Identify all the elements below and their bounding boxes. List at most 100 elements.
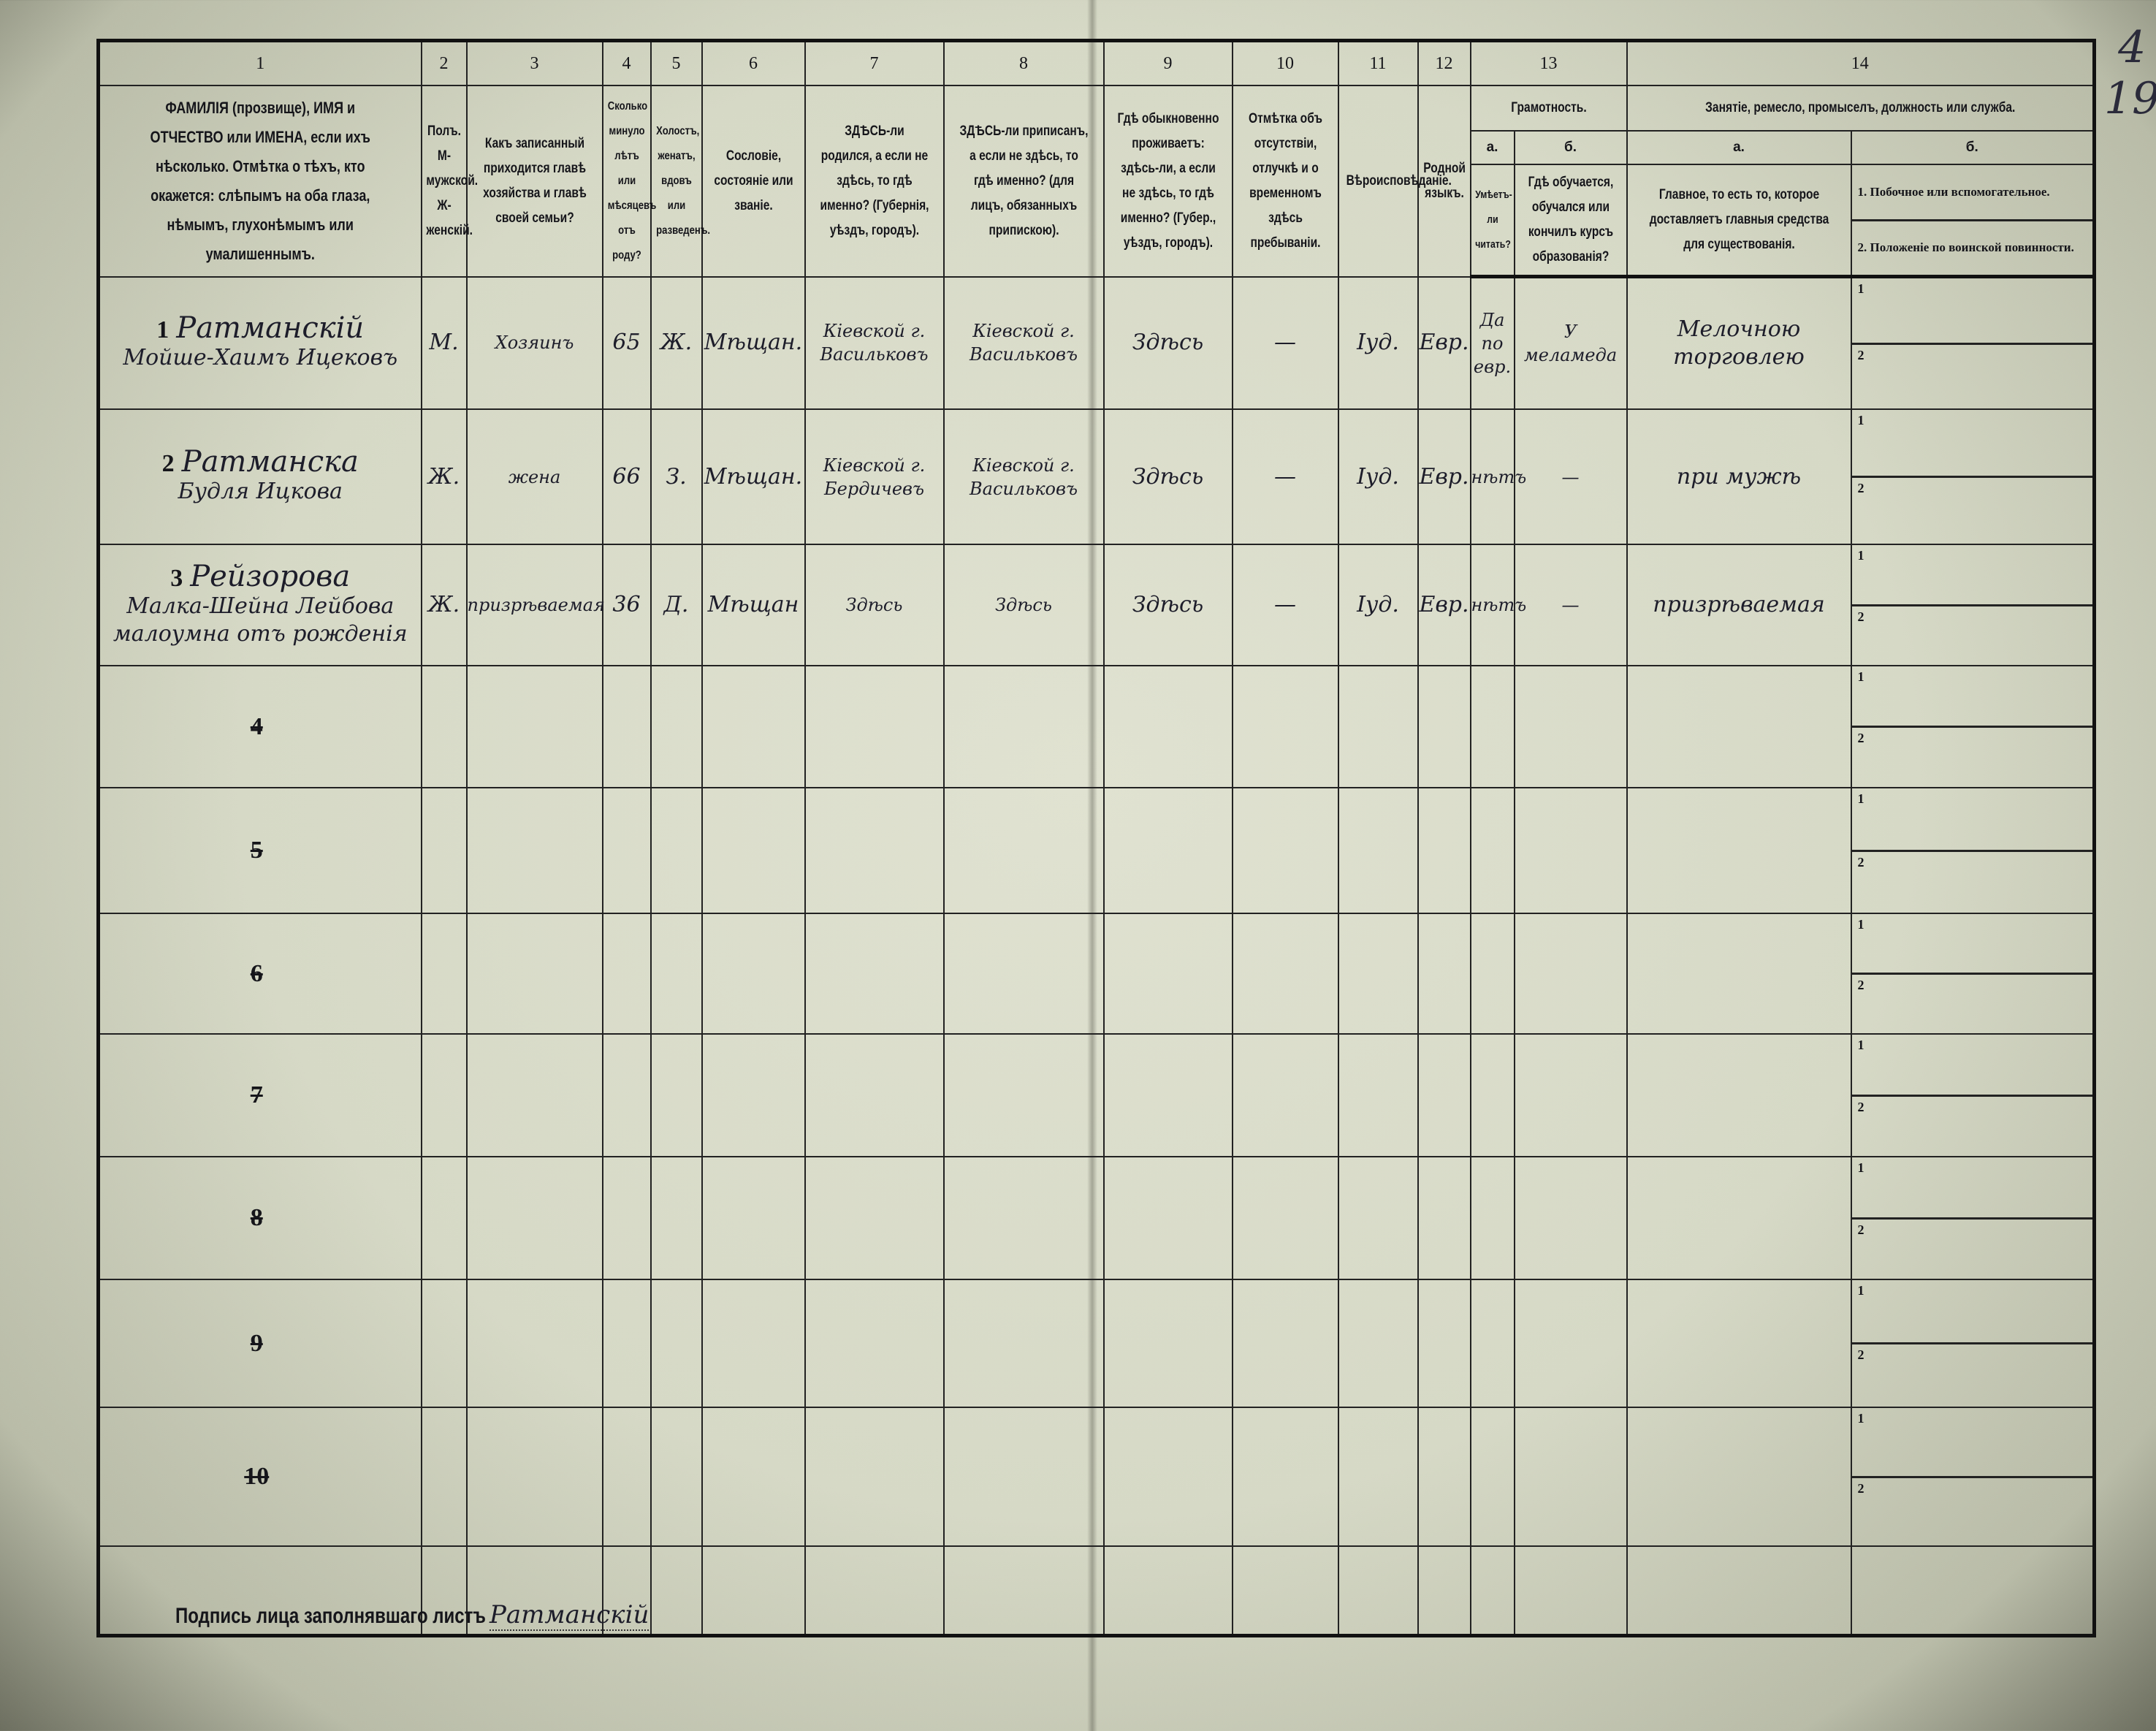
empty-cell: [650, 1156, 703, 1280]
empty-cell: [701, 1156, 806, 1280]
empty-cell: [1469, 1545, 1515, 1636]
row-number: 10: [244, 1463, 270, 1490]
column-number: 12: [1417, 39, 1471, 86]
military-status-slot: 2: [1857, 481, 1864, 495]
empty-row: 5 1 2: [97, 787, 2095, 914]
military-status-slot: 2: [1857, 609, 1864, 624]
empty-cell: [701, 1033, 806, 1157]
empty-cell: [1469, 1407, 1515, 1547]
sex-cell: Ж.: [427, 592, 460, 617]
header-education: Гдѣ обучается, обучался или кончилъ курс…: [1528, 175, 1613, 265]
empty-cell: [804, 787, 945, 914]
language-cell: Евр.: [1419, 463, 1469, 490]
empty-cell: [701, 787, 806, 914]
empty-cell: [942, 1545, 1105, 1636]
empty-cell: [1417, 1545, 1471, 1636]
row-number: 2: [161, 450, 175, 477]
header-religion: Вѣроисповѣданіе.: [1346, 172, 1452, 189]
secondary-occupation-slot: 1: [1851, 1280, 2092, 1344]
header-military-status: 2. Положеніе по воинской повинности.: [1857, 240, 2074, 255]
empty-cell: [942, 1033, 1105, 1157]
empty-cell: [804, 1545, 945, 1636]
empty-cell: [465, 913, 603, 1035]
occupation-cell: призрѣваемая: [1653, 592, 1825, 617]
header-letter: б.: [1563, 140, 1577, 155]
row-number: 1: [156, 316, 169, 343]
empty-cell: [420, 1545, 468, 1636]
sex-cell: Ж.: [427, 463, 460, 490]
person-row: 2 Ратманска Будля Ицкова Ж. жена 66 З. Мѣщан. Кі…: [97, 408, 2095, 545]
can-read-cell: нѣтъ: [1471, 466, 1527, 487]
empty-cell: [1417, 787, 1471, 914]
military-status-slot: 2: [1857, 731, 1864, 745]
birthplace-cell: Кіевской г. Бердичевъ: [823, 454, 926, 499]
header-absence: Отмѣтка объ отсутствіи, отлучкѣ и о врем…: [1248, 110, 1322, 251]
person-row: 3 Рейзорова Малка-Шейна Лейбова малоумна о…: [97, 544, 2095, 666]
relation-cell: Хозяинъ: [495, 332, 574, 354]
empty-cell: [465, 1545, 603, 1636]
empty-cell: [650, 1407, 703, 1547]
empty-cell: [1337, 1279, 1419, 1408]
military-status-slot: 2: [1857, 1222, 1864, 1237]
column-number-row: 1 2 3 4 5 6 7 8 9 10 11 12 13 14: [97, 39, 2095, 86]
empty-cell: [804, 1156, 945, 1280]
empty-cell: [465, 665, 603, 788]
given-names: Мойше-Хаимъ Ицековъ: [123, 344, 398, 370]
row-number: 6: [250, 959, 263, 987]
surname: Ратманска: [181, 445, 359, 479]
estate-cell: Мѣщан.: [704, 463, 803, 490]
empty-cell: [804, 913, 945, 1035]
header-secondary-occupation: 1. Побочное или вспомогательное.: [1851, 165, 2092, 221]
empty-cell: [1337, 787, 1419, 914]
column-number: 5: [650, 39, 703, 86]
estate-cell: Мѣщан.: [704, 330, 803, 356]
empty-cell: [465, 787, 603, 914]
military-status-slot: 2: [1857, 1347, 1864, 1362]
corner-mark-page-number: 19: [2104, 73, 2156, 124]
empty-cell: [701, 1407, 806, 1547]
empty-cell: [804, 1407, 945, 1547]
empty-cell: [942, 1156, 1105, 1280]
column-number: 2: [420, 39, 468, 86]
empty-cell: [701, 1545, 806, 1636]
column-number: 3: [465, 39, 603, 86]
empty-cell: [1337, 1156, 1419, 1280]
empty-row: 9 1 2: [97, 1279, 2095, 1408]
row-number: 4: [250, 712, 263, 740]
can-read-cell: нѣтъ: [1471, 595, 1527, 615]
column-number: 4: [601, 39, 652, 86]
empty-cell: [1231, 913, 1339, 1035]
empty-cell: [97, 1545, 422, 1636]
header-estate: Сословіе, состояніе или званіе.: [713, 148, 793, 213]
religion-cell: Іуд.: [1357, 463, 1399, 490]
person-row: 1 Ратманскій Мойше-Хаимъ Ицековъ М. Хозяинъ 6…: [97, 275, 2095, 410]
column-number: 11: [1337, 39, 1419, 86]
empty-row: 4 1 2: [97, 665, 2095, 788]
empty-cell: [1626, 1279, 1852, 1408]
age-cell: 65: [612, 330, 641, 356]
given-names: Малка-Шейна Лейбова малоумна отъ рождені…: [113, 593, 408, 647]
column-number: 13: [1469, 39, 1628, 86]
empty-cell: [1513, 1279, 1628, 1408]
surname: Ратманскій: [176, 311, 365, 345]
registered-cell: Здѣсь: [995, 595, 1052, 615]
header-name: ФАМИЛІЯ (прозвище), ИМЯ и ОТЧЕСТВО или И…: [150, 98, 370, 263]
row-number: 3: [170, 564, 183, 592]
empty-cell: [1626, 1156, 1852, 1280]
signature-line: Подпись лица заполнявшаго листъ Ратманск…: [175, 1600, 650, 1631]
column-number: 14: [1626, 39, 2095, 86]
military-status-slot: 2: [1857, 347, 1864, 362]
empty-cell: [1231, 665, 1339, 788]
header-occupation: Занятіе, ремесло, промыселъ, должность и…: [1704, 100, 2015, 115]
empty-cell: [650, 1279, 703, 1408]
empty-cell: [420, 913, 468, 1035]
empty-cell: [1231, 787, 1339, 914]
empty-cell: [1417, 1156, 1471, 1280]
empty-cell: [420, 787, 468, 914]
secondary-occupation-slot: 1: [1851, 1035, 2092, 1097]
column-number: 8: [942, 39, 1105, 86]
header-age: Сколько минуло лѣтъ или мѣсяцевъ отъ род…: [607, 99, 656, 262]
occupation-cell: при мужѣ: [1676, 463, 1802, 490]
empty-cell: [1469, 787, 1515, 914]
empty-row: 6 1 2: [97, 913, 2095, 1035]
